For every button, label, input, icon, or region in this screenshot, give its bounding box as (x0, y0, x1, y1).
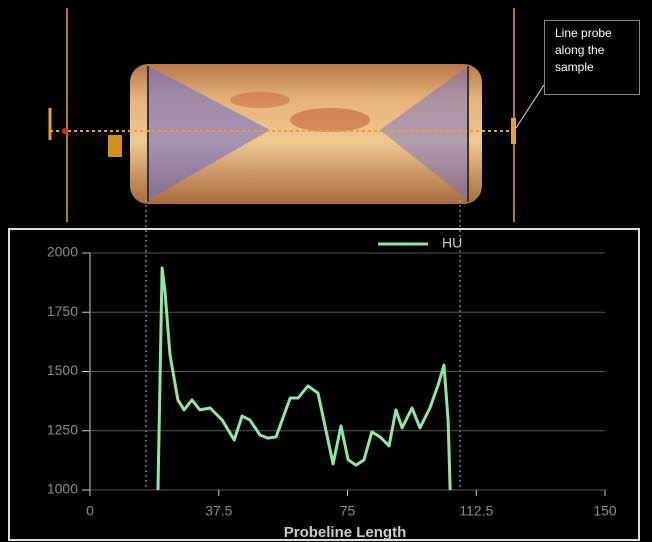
x-tick-label: 150 (593, 503, 617, 519)
x-axis-label: Probeline Length (284, 524, 407, 541)
y-tick-label: 2000 (47, 244, 78, 260)
sample-render (48, 8, 545, 222)
annotation: Line probe along the sample (544, 20, 640, 95)
y-tick-label: 1250 (47, 421, 78, 437)
x-tick-label: 0 (86, 503, 94, 519)
x-tick-label: 37.5 (205, 503, 232, 519)
chart-panel (8, 228, 640, 541)
y-tick-label: 1500 (47, 362, 78, 378)
y-tick-label: 1000 (47, 481, 78, 497)
x-tick-label: 112.5 (459, 503, 493, 519)
y-tick-label: 1750 (47, 303, 78, 319)
x-tick-label: 75 (340, 503, 356, 519)
legend-label: HU (442, 235, 462, 251)
data-line (156, 266, 452, 491)
